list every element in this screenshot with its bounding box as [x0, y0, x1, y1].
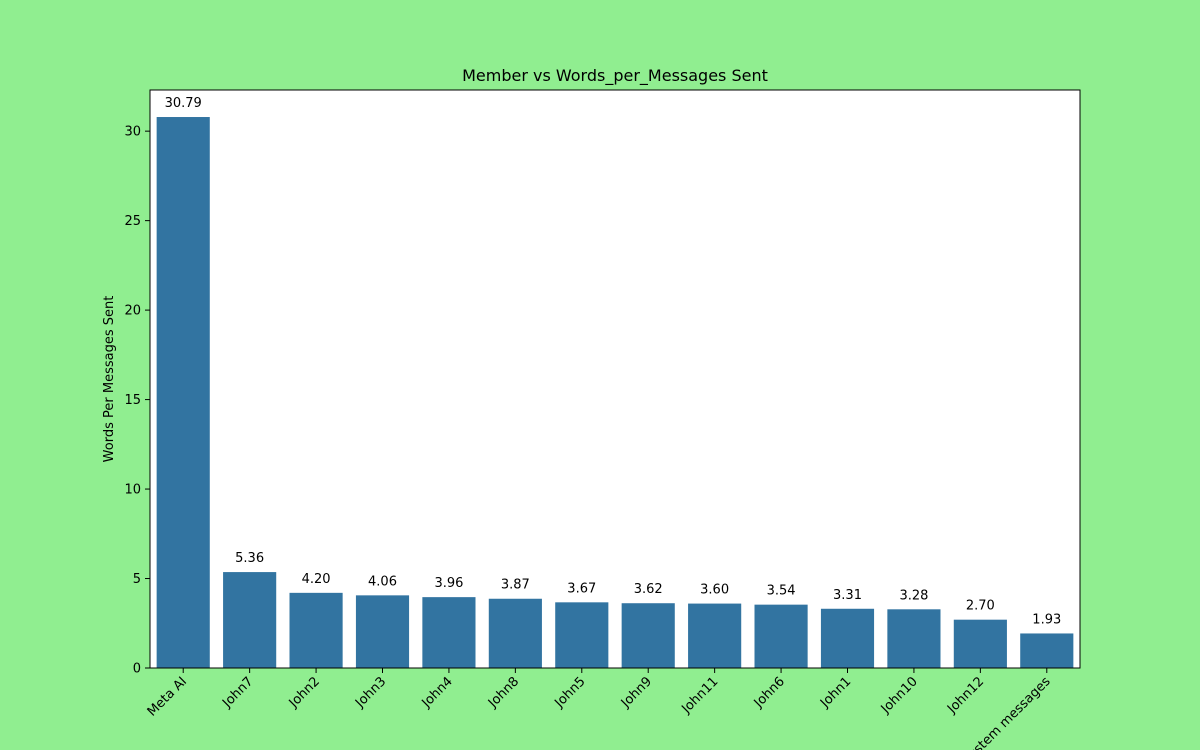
bar: [355, 595, 410, 668]
x-tick-label: John10: [878, 674, 921, 717]
bar: [488, 598, 542, 668]
bar: [953, 619, 1007, 668]
y-tick-label: 30: [124, 125, 141, 140]
bar: [156, 117, 210, 668]
x-tick-label: John4: [419, 674, 456, 711]
data-label: 5.36: [235, 551, 264, 566]
bar: [422, 597, 476, 668]
plot-frame: [149, 89, 1081, 669]
data-label: 2.70: [966, 599, 995, 614]
data-label: 3.28: [899, 588, 928, 603]
data-label: 3.96: [434, 576, 463, 591]
x-tick-label: John8: [485, 674, 522, 711]
data-label: 3.54: [767, 584, 796, 599]
y-axis-label: Words Per Messages Sent: [102, 296, 117, 463]
bar: [289, 592, 343, 668]
bar: [820, 608, 875, 668]
y-tick-label: 15: [124, 393, 141, 408]
x-tick-label: John11: [678, 674, 721, 717]
x-tick-label: John1: [817, 674, 854, 711]
data-label: 3.60: [700, 583, 729, 598]
data-label: 3.87: [501, 578, 530, 593]
data-label: 3.62: [634, 582, 663, 597]
chart-title: Member vs Words_per_Messages Sent: [462, 66, 768, 86]
data-label: 4.20: [302, 572, 331, 587]
y-tick-label: 0: [133, 662, 141, 677]
y-tick-label: 5: [133, 572, 141, 587]
bar: [754, 604, 808, 668]
x-tick-label: John2: [286, 674, 323, 711]
data-label: 1.93: [1032, 612, 1061, 627]
x-tick-label: John3: [352, 674, 389, 711]
x-tick-label: John6: [751, 674, 788, 711]
y-axis: 0 5 10 15 20 25 30: [124, 125, 150, 677]
x-tick-label: John12: [944, 674, 987, 717]
data-labels: 30.79 5.36 4.20 4.06 3.96 3.87 3.67 3.62 3.60 3.5…: [165, 96, 1062, 627]
x-tick-label: John9: [618, 674, 655, 711]
bar: [555, 602, 609, 668]
plot-area: [150, 90, 1080, 668]
y-tick-label: 20: [124, 304, 141, 319]
data-label: 3.67: [567, 581, 596, 596]
bar: [887, 609, 941, 668]
x-tick-label: John7: [219, 674, 256, 711]
data-label: 3.31: [833, 588, 862, 603]
x-tick-label: John5: [551, 674, 588, 711]
bar: [1020, 633, 1074, 668]
bar: [621, 603, 675, 668]
data-label: 4.06: [368, 574, 397, 589]
data-label: 30.79: [165, 96, 202, 111]
x-axis: Meta AI John7 John2 John3 John4 John8 John5 Joh…: [145, 668, 1054, 750]
x-tick-label: Meta AI: [145, 674, 190, 719]
bar: [688, 603, 742, 668]
bars: [156, 117, 1074, 668]
y-tick-label: 10: [124, 483, 141, 498]
y-tick-label: 25: [124, 214, 141, 229]
bar: [223, 572, 277, 668]
